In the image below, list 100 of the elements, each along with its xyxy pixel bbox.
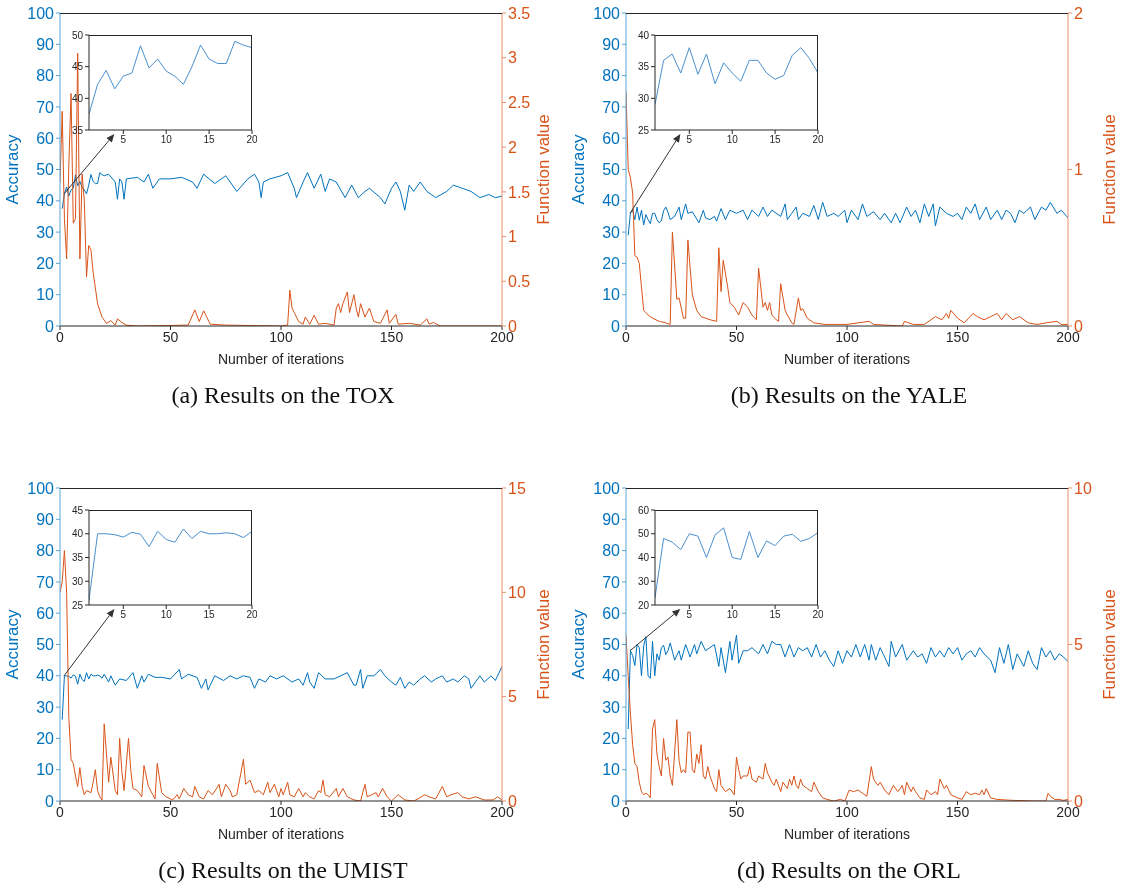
x-axis-title: Number of iterations [783,826,911,842]
y-tick-label: 35 [637,61,650,73]
y-tick-label: 40 [71,528,84,540]
line-series [627,201,1068,236]
y-tick-label: 90 [602,510,621,528]
y-tick-label: 70 [602,98,621,116]
y-tick-label: 50 [602,636,621,654]
y-axis-title: Accuracy [3,134,23,205]
y2-tick-label: 2.5 [508,94,531,112]
x-tick-label: 50 [728,328,745,345]
y-tick-label: 30 [36,223,55,241]
y-axis-title: Accuracy [569,609,589,680]
text: (a) Results on the TOX [170,382,396,409]
line-series [61,665,502,721]
y-tick-label: 20 [36,730,55,748]
y-tick-label: 30 [637,575,650,587]
x-tick-label: 20 [812,609,824,621]
x-tick-label: 15 [203,609,216,621]
y-tick-label: 50 [36,636,55,654]
y-axis-title: Accuracy [569,134,589,205]
y-tick-label: 80 [602,67,621,85]
x-tick-label: 10 [160,609,173,621]
y2-tick-label: 2 [1074,4,1083,22]
y2-axis-title: Function value [534,589,554,700]
y-tick-label: 60 [602,604,621,622]
text: (b) Results on the YALE [729,382,969,409]
y-tick-label: 45 [71,504,84,516]
y-tick-label: 30 [71,575,84,587]
y-tick-label: 40 [637,552,650,564]
y2-tick-label: 2 [508,138,517,156]
x-tick-label: 10 [726,609,739,621]
x-tick-label: 10 [726,134,739,146]
x-axis-title: Number of iterations [783,351,911,367]
y-tick-label: 100 [593,479,621,497]
y-tick-label: 70 [36,98,55,116]
y2-axis-title: Function value [534,114,554,225]
x-tick-label: 100 [269,803,293,820]
x-tick-label: 5 [120,609,127,621]
y-tick-label: 70 [36,573,55,591]
y2-axis-title: Function value [1100,589,1120,700]
y-tick-label: 60 [36,129,55,147]
y-axis-title: Accuracy [3,609,23,680]
y-tick-label: 25 [637,124,650,136]
y2-tick-label: 1 [1074,161,1083,179]
x-tick-label: 150 [945,803,970,820]
y-tick-label: 50 [36,161,55,179]
y-tick-label: 30 [36,698,55,716]
y-tick-label: 20 [637,599,650,611]
x-tick-label: 150 [945,328,970,345]
line-series [627,634,1068,730]
x-tick-label: 50 [162,328,179,345]
y2-tick-label: 5 [508,688,517,706]
y-tick-label: 30 [637,92,650,104]
x-tick-label: 5 [686,609,693,621]
y-tick-label: 60 [602,129,621,147]
y2-tick-label: 0.5 [508,272,531,290]
y-tick-label: 80 [36,67,55,85]
y2-tick-label: 10 [1074,479,1092,497]
y-tick-label: 60 [36,604,55,622]
x-tick-label: 150 [379,803,404,820]
x-tick-label: 20 [246,134,258,146]
y-tick-label: 30 [602,698,621,716]
y-tick-label: 35 [71,552,84,564]
y-tick-label: 10 [36,286,55,304]
y-tick-label: 20 [602,730,621,748]
y-tick-label: 80 [602,542,621,560]
line-series [61,172,502,211]
y-tick-label: 80 [36,542,55,560]
x-axis-title: Number of iterations [217,351,345,367]
y-tick-label: 10 [602,761,621,779]
y-tick-label: 60 [637,504,650,516]
x-tick-label: 50 [162,803,179,820]
x-tick-label: 15 [203,134,216,146]
text: (d) Results on the ORL [736,857,962,884]
y-tick-label: 40 [602,192,621,210]
x-tick-label: 15 [769,134,782,146]
y-tick-label: 40 [637,29,650,41]
y-tick-label: 40 [36,667,55,685]
y-tick-label: 90 [36,35,55,53]
y2-axis-title: Function value [1100,114,1120,225]
y-tick-label: 10 [602,286,621,304]
x-tick-label: 10 [160,134,173,146]
y-tick-label: 90 [36,510,55,528]
x-tick-label: 100 [835,803,859,820]
y-tick-label: 90 [602,35,621,53]
y-tick-label: 100 [27,4,55,22]
x-tick-label: 20 [246,609,258,621]
text: (c) Results on the UMIST [157,857,409,884]
y2-tick-label: 15 [508,479,526,497]
y-tick-label: 100 [27,479,55,497]
y2-tick-label: 10 [508,584,526,602]
y2-tick-label: 5 [1074,636,1083,654]
y-tick-label: 50 [637,528,650,540]
y-tick-label: 50 [71,29,84,41]
y2-tick-label: 1.5 [508,183,531,201]
y-tick-label: 70 [602,573,621,591]
x-tick-label: 50 [728,803,745,820]
y-tick-label: 20 [602,255,621,273]
y2-tick-label: 3 [508,49,517,67]
x-tick-label: 15 [769,609,782,621]
